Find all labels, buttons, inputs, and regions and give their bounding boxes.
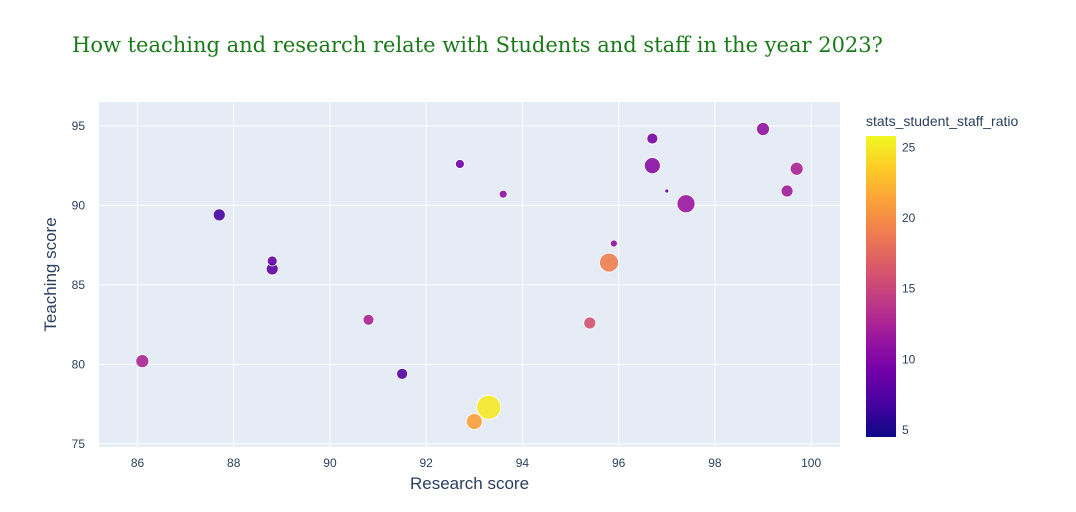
colorbar-ticks: 5 10 15 20 25	[902, 140, 916, 437]
data-point	[676, 194, 696, 214]
data-point	[498, 189, 508, 199]
x-tick-label: 92	[420, 456, 434, 470]
x-tick-label: 86	[131, 456, 145, 470]
chart-title: How teaching and research relate with St…	[72, 33, 883, 57]
plot-area	[99, 102, 840, 447]
y-tick-label: 90	[72, 198, 86, 212]
colorbar-tick-label: 15	[902, 282, 916, 296]
data-point	[664, 188, 670, 194]
colorbar	[866, 136, 896, 437]
y-tick-label: 75	[72, 437, 86, 451]
data-point	[454, 159, 465, 169]
colorbar-tick-label: 10	[902, 352, 916, 366]
colorbar-title: stats_student_staff_ratio	[866, 113, 1018, 129]
data-point	[599, 252, 619, 273]
x-tick-label: 94	[516, 456, 530, 470]
data-point	[396, 367, 409, 380]
x-axis-ticks: 86 88 90 92 94 96 98 100	[131, 456, 822, 470]
x-tick-label: 90	[323, 456, 337, 470]
data-point	[266, 255, 278, 267]
data-point	[583, 316, 597, 330]
data-point	[609, 239, 618, 248]
data-point	[789, 161, 804, 176]
y-axis-label: Teaching score	[41, 217, 60, 331]
data-point	[362, 313, 375, 326]
data-points	[135, 122, 804, 430]
data-point	[465, 413, 483, 430]
x-tick-label: 100	[801, 456, 821, 470]
y-axis-ticks: 75 80 85 90 95	[72, 119, 86, 451]
data-point	[646, 132, 659, 145]
data-point	[780, 184, 794, 198]
y-tick-label: 95	[72, 119, 86, 133]
x-tick-label: 98	[708, 456, 722, 470]
x-tick-label: 96	[612, 456, 626, 470]
data-point	[135, 354, 150, 369]
x-gridlines	[136, 102, 812, 447]
y-gridlines	[99, 125, 840, 445]
data-point	[476, 394, 502, 420]
x-tick-label: 88	[227, 456, 241, 470]
colorbar-tick-label: 5	[902, 423, 909, 437]
colorbar-tick-label: 20	[902, 211, 916, 225]
data-point	[212, 208, 226, 222]
x-axis-label: Research score	[410, 474, 529, 493]
y-tick-label: 80	[72, 357, 86, 371]
data-point	[756, 122, 770, 136]
colorbar-tick-label: 25	[902, 140, 916, 154]
data-point	[643, 157, 661, 174]
y-tick-label: 85	[72, 278, 86, 292]
